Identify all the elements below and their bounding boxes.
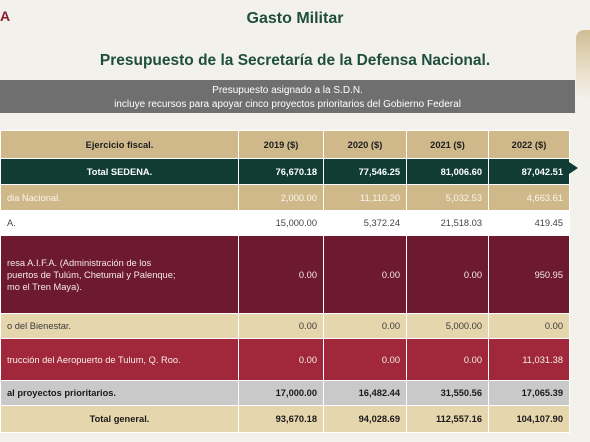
- cell-2019: 76,670.18: [238, 158, 324, 185]
- arrow-icon: [569, 162, 578, 174]
- cell-2020: 77,546.25: [323, 158, 407, 185]
- header-2022: 2022 ($): [488, 130, 570, 159]
- cell-2020: 0.00: [323, 235, 407, 314]
- cell-2019: 17,000.00: [238, 380, 324, 406]
- row-label: Total SEDENA.: [0, 158, 239, 185]
- table-row-banco-bienestar: o del Bienestar. 0.00 0.00 5,000.00 0.00: [0, 313, 570, 339]
- cell-2020: 16,482.44: [323, 380, 407, 406]
- cell-2022: 17,065.39: [488, 380, 570, 406]
- header-2019: 2019 ($): [238, 130, 324, 159]
- cell-2020: 0.00: [323, 313, 407, 339]
- row-label: al proyectos prioritarios.: [0, 380, 239, 406]
- row-label: resa A.I.F.A. (Administración de los pue…: [0, 235, 239, 314]
- table-row-aifa: A. 15,000.00 5,372.24 21,518.03 419.45: [0, 210, 570, 236]
- page-subtitle: Presupuesto de la Secretaría de la Defen…: [99, 52, 491, 69]
- cell-2021: 0.00: [406, 235, 489, 314]
- cell-2019: 0.00: [238, 313, 324, 339]
- decorative-edge: [576, 30, 590, 100]
- table-row-guardia-nacional: dia Nacional. 2,000.00 11,110.20 5,032.5…: [0, 184, 570, 211]
- table-row-total-proyectos: al proyectos prioritarios. 17,000.00 16,…: [0, 380, 570, 406]
- cell-2021: 81,006.60: [406, 158, 489, 185]
- row-label: A.: [0, 210, 239, 236]
- table-row-aeropuerto-tulum: trucción del Aeropuerto de Tulum, Q. Roo…: [0, 338, 570, 381]
- cell-2022: 950.95: [488, 235, 570, 314]
- table-row-total-general: Total general. 93,670.18 94,028.69 112,5…: [0, 405, 570, 433]
- cell-2021: 21,518.03: [406, 210, 489, 236]
- cell-2022: 87,042.51: [488, 158, 570, 185]
- banner-line-1: Presupuesto asignado a la S.D.N.: [212, 85, 363, 96]
- table-row-total-sedena: Total SEDENA. 76,670.18 77,546.25 81,006…: [0, 158, 570, 185]
- cell-2019: 0.00: [238, 235, 324, 314]
- cell-2021: 112,557.16: [406, 405, 489, 433]
- banner-line-2: incluye recursos para apoyar cinco proye…: [114, 99, 461, 110]
- cell-2022: 4,663.61: [488, 184, 570, 211]
- logo-fragment: A: [0, 8, 11, 24]
- cell-2020: 5,372.24: [323, 210, 407, 236]
- cell-2019: 93,670.18: [238, 405, 324, 433]
- cell-2022: 11,031.38: [488, 338, 570, 381]
- info-banner: Presupuesto asignado a la S.D.N. incluye…: [0, 80, 575, 113]
- cell-2021: 5,032.53: [406, 184, 489, 211]
- row-label: Total general.: [0, 405, 239, 433]
- cell-2020: 94,028.69: [323, 405, 407, 433]
- cell-2020: 11,110.20: [323, 184, 407, 211]
- header-ejercicio-fiscal: Ejercicio fiscal.: [0, 130, 239, 159]
- row-label: dia Nacional.: [0, 184, 239, 211]
- cell-2019: 0.00: [238, 338, 324, 381]
- cell-2022: 0.00: [488, 313, 570, 339]
- page-title: Gasto Militar: [246, 10, 344, 27]
- cell-2019: 15,000.00: [238, 210, 324, 236]
- row-label: o del Bienestar.: [0, 313, 239, 339]
- cell-2021: 5,000.00: [406, 313, 489, 339]
- cell-2021: 0.00: [406, 338, 489, 381]
- table-row-empresa-aifa: resa A.I.F.A. (Administración de los pue…: [0, 235, 570, 314]
- row-label: trucción del Aeropuerto de Tulum, Q. Roo…: [0, 338, 239, 381]
- header-2020: 2020 ($): [323, 130, 407, 159]
- cell-2022: 419.45: [488, 210, 570, 236]
- table-header-row: Ejercicio fiscal. 2019 ($) 2020 ($) 2021…: [0, 130, 570, 159]
- cell-2022: 104,107.90: [488, 405, 570, 433]
- header-2021: 2021 ($): [406, 130, 489, 159]
- cell-2020: 0.00: [323, 338, 407, 381]
- cell-2021: 31,550.56: [406, 380, 489, 406]
- budget-table: Ejercicio fiscal. 2019 ($) 2020 ($) 2021…: [0, 130, 570, 433]
- cell-2019: 2,000.00: [238, 184, 324, 211]
